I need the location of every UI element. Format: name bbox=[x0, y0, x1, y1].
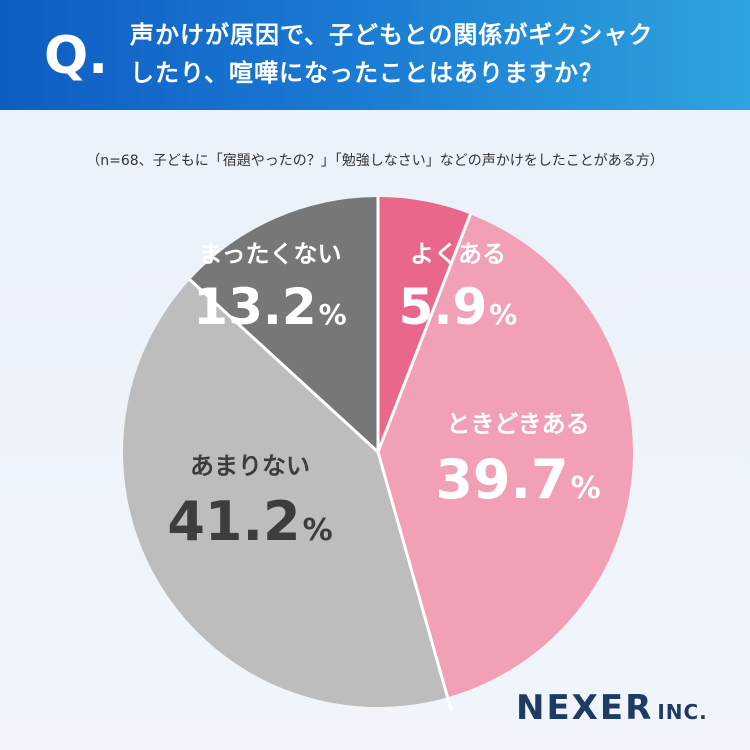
slice-value-sometimes: 39.7% bbox=[435, 448, 600, 511]
slice-divider bbox=[376, 451, 450, 698]
slice-value-rarely: 41.2% bbox=[167, 490, 332, 553]
q-mark: Q. bbox=[44, 26, 108, 86]
pie-slice-often bbox=[378, 197, 471, 452]
slice-value-often: 5.9% bbox=[399, 278, 518, 336]
slice-value-never: 13.2% bbox=[193, 278, 346, 336]
question-line-1: 声かけが原因で、子どもとの関係がギクシャク bbox=[130, 21, 654, 49]
pie-slice-sometimes bbox=[378, 214, 634, 698]
pie-slice-never bbox=[189, 197, 378, 452]
question-text: 声かけが原因で、子どもとの関係がギクシャク したり、喧嘩になったことはありますか… bbox=[130, 16, 730, 92]
slice-label-sometimes: ときどきある bbox=[446, 410, 589, 438]
nexer-logo: NEXER INC. bbox=[516, 688, 708, 728]
slice-label-rarely: あまりない bbox=[190, 452, 310, 480]
pie-slice-rarely bbox=[122, 279, 448, 708]
logo-suffix: INC. bbox=[657, 700, 708, 724]
slice-divider bbox=[376, 213, 472, 453]
slice-divider bbox=[188, 278, 380, 454]
logo-main: NEXER bbox=[516, 688, 654, 728]
slice-label-often: よくある bbox=[410, 240, 506, 268]
question-line-2: したり、喧嘩になったことはありますか？ bbox=[130, 59, 605, 87]
question-header: Q. 声かけが原因で、子どもとの関係がギクシャク したり、喧嘩になったことはあり… bbox=[0, 0, 750, 110]
slice-divider-extension bbox=[445, 694, 453, 712]
slice-label-never: まったくない bbox=[198, 240, 341, 268]
sample-note: （n=68、子どもに「宿題やったの？」「勉強しなさい」などの声かけをしたことがあ… bbox=[86, 153, 664, 169]
